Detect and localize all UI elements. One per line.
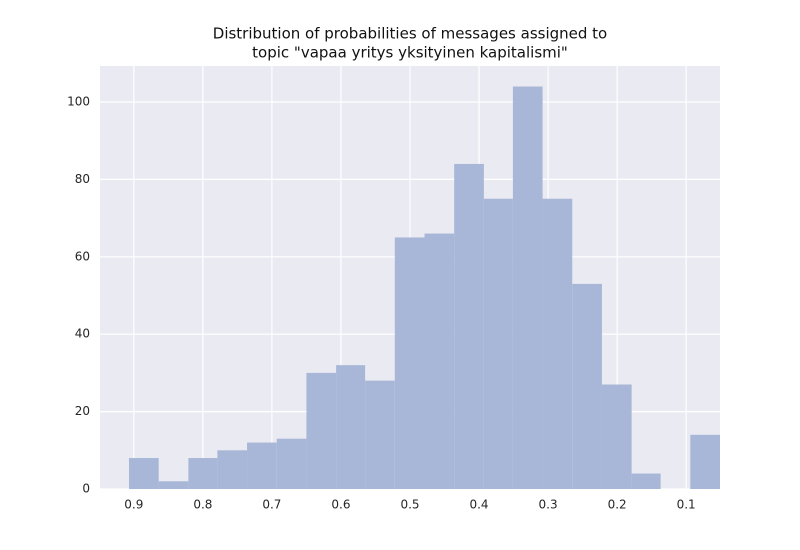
x-tick-label: 0.5 <box>400 498 419 512</box>
x-tick-label: 0.9 <box>124 498 143 512</box>
y-tick-label: 20 <box>75 404 90 418</box>
bar <box>128 458 159 489</box>
chart-title: topic "vapaa yritys yksityinen kapitalis… <box>252 44 568 62</box>
y-tick-label: 0 <box>82 482 90 496</box>
bar <box>247 442 277 489</box>
bar <box>601 384 632 489</box>
bar <box>572 283 602 489</box>
bar <box>512 86 543 489</box>
x-tick-label: 0.2 <box>608 498 627 512</box>
bar <box>188 458 218 489</box>
bar <box>454 163 484 489</box>
bar <box>306 372 337 489</box>
y-tick-label: 80 <box>75 172 90 186</box>
x-tick-label: 0.4 <box>469 498 488 512</box>
bar <box>483 198 513 489</box>
bar <box>276 438 307 489</box>
bar <box>542 198 573 489</box>
bar <box>394 237 425 489</box>
x-tick-label: 0.7 <box>262 498 281 512</box>
bar <box>424 233 455 489</box>
y-tick-label: 100 <box>67 94 90 108</box>
bar <box>365 380 395 489</box>
x-tick-label: 0.1 <box>677 498 696 512</box>
bar <box>690 434 720 489</box>
y-tick-label: 40 <box>75 327 90 341</box>
bar <box>217 450 248 489</box>
chart-title: Distribution of probabilities of message… <box>213 25 607 43</box>
bar <box>158 481 189 489</box>
x-tick-label: 0.6 <box>331 498 350 512</box>
bar <box>336 365 366 489</box>
x-tick-label: 0.8 <box>193 498 212 512</box>
x-tick-label: 0.3 <box>539 498 558 512</box>
bar <box>631 473 661 489</box>
y-tick-label: 60 <box>75 249 90 263</box>
